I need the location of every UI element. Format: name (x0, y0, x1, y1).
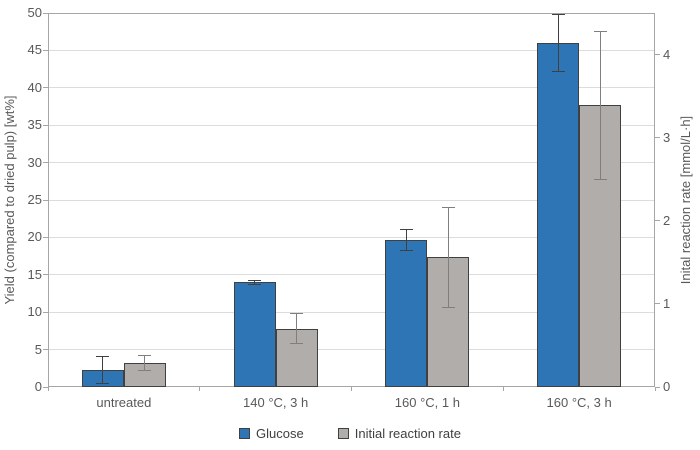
left-axis-tick (43, 311, 48, 313)
x-axis-tick (47, 387, 49, 391)
error-bar-glucose (557, 14, 559, 72)
right-axis-tick-label: 2 (663, 212, 671, 228)
left-axis-tick (43, 349, 48, 351)
legend-label: Initial reaction rate (354, 426, 461, 441)
error-bar-cap (290, 343, 304, 345)
error-bar-initial-reaction-rate (296, 313, 298, 344)
gridline (48, 162, 655, 164)
left-axis-tick-label: 10 (27, 304, 42, 320)
error-bar-glucose (254, 280, 256, 285)
error-bar-cap (593, 178, 607, 180)
x-axis-tick (654, 387, 656, 391)
error-bar-cap (138, 354, 152, 356)
left-axis-tick-label: 35 (27, 117, 42, 133)
left-axis-tick-label: 20 (27, 229, 42, 245)
bar-glucose (233, 282, 276, 387)
bar-glucose (385, 240, 428, 387)
left-axis-tick (43, 274, 48, 276)
error-bar-glucose (102, 356, 104, 384)
category-label: 140 °C, 3 h (243, 395, 309, 410)
left-axis-tick-label: 40 (27, 79, 42, 95)
gridline (48, 236, 655, 238)
right-axis-tick (655, 303, 660, 305)
gridline (48, 49, 655, 51)
right-axis-tick-label: 0 (663, 379, 671, 394)
left-axis-tick-label: 5 (34, 341, 42, 357)
error-bar-cap (551, 13, 565, 15)
left-axis-tick (43, 49, 48, 51)
error-bar-cap (96, 382, 110, 384)
error-bar-cap (248, 284, 262, 286)
left-axis-tick (43, 386, 48, 388)
error-bar-initial-reaction-rate (144, 355, 146, 371)
category-label: untreated (96, 395, 152, 410)
error-bar-cap (96, 355, 110, 357)
left-axis-tick (43, 236, 48, 238)
error-bar-cap (138, 369, 152, 371)
left-axis-tick-label: 15 (27, 266, 42, 282)
right-axis-tick (655, 220, 660, 222)
legend-item-glucose: Glucose (239, 426, 304, 441)
left-axis-tick (43, 124, 48, 126)
left-axis-tick (43, 162, 48, 164)
error-bar-cap (248, 279, 262, 281)
error-bar-glucose (405, 229, 407, 251)
left-axis-tick-label: 0 (34, 379, 42, 394)
bar-glucose (537, 42, 580, 387)
left-axis-tick (43, 12, 48, 14)
right-axis-tick (655, 386, 660, 388)
category-label: 160 °C, 3 h (546, 395, 612, 410)
x-axis-tick (199, 387, 201, 391)
right-axis-tick-label: 4 (663, 46, 671, 62)
legend-item-initial-reaction-rate: Initial reaction rate (337, 426, 461, 441)
right-axis-tick (655, 137, 660, 139)
x-axis-tick (502, 387, 504, 391)
error-bar-cap (551, 70, 565, 72)
error-bar-initial-reaction-rate (599, 31, 601, 180)
right-axis-title: Inital reaction rate [mmol/L·h] (678, 115, 693, 285)
legend: Glucose Initial reaction rate (0, 426, 700, 441)
gridline (48, 274, 655, 276)
error-bar-cap (290, 313, 304, 315)
left-axis-tick-label: 45 (27, 42, 42, 58)
gridline (48, 87, 655, 89)
right-axis-tick (655, 54, 660, 56)
error-bar-initial-reaction-rate (447, 207, 449, 308)
left-axis-tick (43, 199, 48, 201)
bar-initial-reaction-rate (427, 257, 470, 387)
legend-swatch-glucose (239, 428, 251, 439)
left-axis-tick-label: 30 (27, 154, 42, 170)
plot-area-border (48, 13, 655, 387)
legend-label: Glucose (256, 426, 304, 441)
left-axis-tick-label: 25 (27, 192, 42, 207)
gridline (48, 124, 655, 126)
x-axis-tick (351, 387, 352, 391)
right-axis-tick-label: 3 (663, 129, 671, 145)
legend-swatch-initial-reaction-rate (337, 428, 349, 439)
error-bar-cap (399, 250, 413, 252)
gridline (48, 311, 655, 313)
gridline (48, 349, 655, 351)
error-bar-cap (593, 30, 607, 32)
error-bar-cap (441, 206, 455, 208)
right-axis-tick-label: 1 (663, 295, 671, 311)
category-label: 160 °C, 1 h (394, 395, 460, 410)
gridline (48, 199, 655, 201)
error-bar-cap (399, 229, 413, 231)
error-bar-cap (441, 306, 455, 308)
left-axis-tick-label: 50 (27, 5, 42, 20)
left-axis-tick (43, 87, 48, 89)
